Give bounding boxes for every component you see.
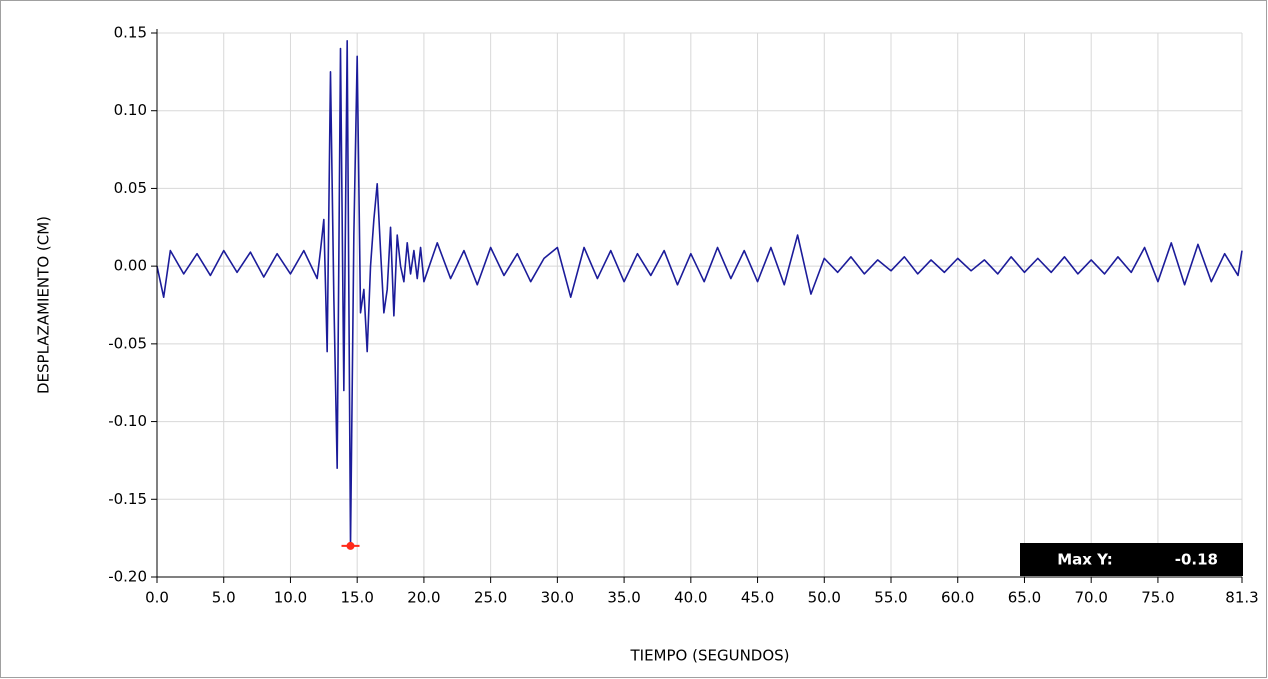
x-tick-label: 81.3 <box>1225 589 1258 607</box>
y-tick-label: 0.15 <box>114 24 147 42</box>
x-tick-label: 65.0 <box>1008 589 1041 607</box>
y-tick-label: -0.20 <box>108 568 147 586</box>
y-tick-label: 0.05 <box>114 179 147 197</box>
x-tick-label: 35.0 <box>607 589 640 607</box>
y-tick-label: -0.05 <box>108 334 147 352</box>
max-box <box>1020 543 1243 576</box>
plot-area <box>156 39 1243 547</box>
x-tick-label: 20.0 <box>407 589 440 607</box>
x-tick-label: 40.0 <box>674 589 707 607</box>
y-axis-label: DESPLAZAMIENTO (CM) <box>35 216 53 394</box>
x-tick-label: 15.0 <box>340 589 373 607</box>
data-line <box>156 39 1243 547</box>
y-tick-label: 0.10 <box>114 101 147 119</box>
x-tick-label: 10.0 <box>274 589 307 607</box>
x-tick-label: 70.0 <box>1074 589 1107 607</box>
x-tick-label: 30.0 <box>541 589 574 607</box>
x-tick-label: 50.0 <box>808 589 841 607</box>
max-value: -0.18 <box>1175 551 1218 569</box>
y-tick-label: -0.10 <box>108 412 147 430</box>
x-tick-label: 45.0 <box>741 589 774 607</box>
y-tick-label: 0.00 <box>114 257 147 275</box>
x-tick-label: 5.0 <box>212 589 236 607</box>
y-tick-label: -0.15 <box>108 490 147 508</box>
x-tick-label: 25.0 <box>474 589 507 607</box>
x-tick-label: 60.0 <box>941 589 974 607</box>
max-label: Max Y: <box>1057 551 1113 569</box>
max-marker <box>346 541 355 550</box>
x-tick-label: 0.0 <box>145 589 169 607</box>
x-tick-label: 75.0 <box>1141 589 1174 607</box>
x-axis-label: TIEMPO (SEGUNDOS) <box>629 647 789 665</box>
x-tick-label: 55.0 <box>874 589 907 607</box>
